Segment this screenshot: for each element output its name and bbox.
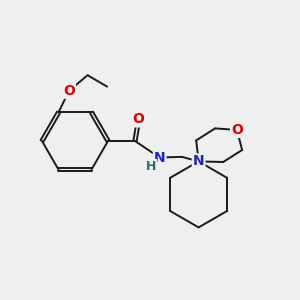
Text: N: N — [193, 154, 204, 168]
Text: O: O — [231, 123, 243, 137]
Text: O: O — [133, 112, 145, 126]
Text: H: H — [146, 160, 156, 173]
Text: N: N — [154, 151, 165, 164]
Text: O: O — [63, 84, 75, 98]
